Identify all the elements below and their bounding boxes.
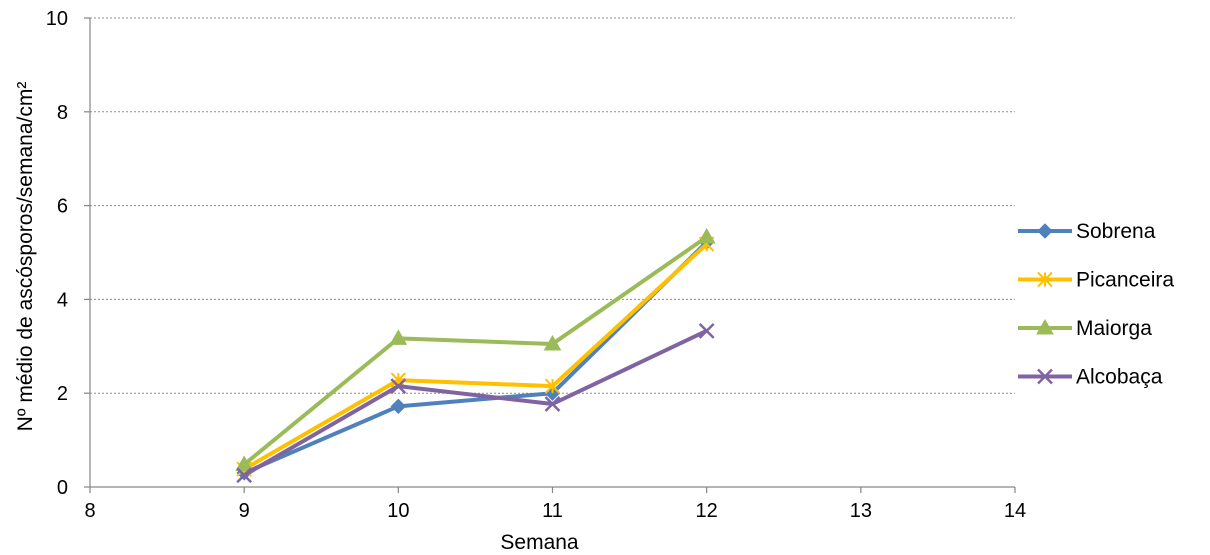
series-line-3 xyxy=(243,329,708,478)
data-point-0-1 xyxy=(390,398,407,415)
legend-label-1: Picanceira xyxy=(1076,269,1174,292)
series-line-1 xyxy=(243,242,709,471)
tick-labels: 0 2 4 6 8 10 8 9 10 11 12 13 14 xyxy=(46,8,1026,522)
x-tick-label-5: 13 xyxy=(850,500,872,522)
legend-marker-2 xyxy=(1036,318,1054,335)
y-tick-label-1: 2 xyxy=(57,383,68,405)
data-point-1-2 xyxy=(544,378,561,394)
series-line-2 xyxy=(242,235,708,467)
x-tick-label-4: 12 xyxy=(696,500,718,522)
y-tick-label-3: 6 xyxy=(57,196,68,218)
y-axis-title: Nº médio de ascósporos/semana/cm² xyxy=(14,82,37,432)
legend-entry-3: Alcobaça xyxy=(1018,366,1163,389)
y-tick-label-0: 0 xyxy=(57,477,68,499)
series-group xyxy=(235,228,716,484)
data-point-3-0 xyxy=(236,467,253,484)
legend-label-2: Maiorga xyxy=(1076,317,1152,340)
axes xyxy=(84,17,1016,493)
data-point-3-2 xyxy=(544,396,561,412)
y-tick-label-2: 4 xyxy=(57,289,68,311)
legend: Sobrena Picanceira Maiorga Alcobaça xyxy=(1018,220,1174,389)
data-point-2-3 xyxy=(697,228,716,244)
legend-label-0: Sobrena xyxy=(1076,220,1156,243)
x-tick-label-1: 9 xyxy=(239,500,250,522)
data-point-2-1 xyxy=(389,329,408,345)
legend-entry-1: Picanceira xyxy=(1018,269,1174,292)
series-line-0 xyxy=(243,240,709,475)
x-tick-label-3: 11 xyxy=(542,500,563,522)
x-axis-title: Semana xyxy=(500,531,579,554)
legend-marker-3 xyxy=(1037,368,1053,385)
legend-label-3: Alcobaça xyxy=(1076,366,1163,389)
y-tick-label-4: 8 xyxy=(57,102,68,124)
y-tick-label-5: 10 xyxy=(46,8,68,30)
legend-marker-1 xyxy=(1037,271,1053,288)
x-tick-label-2: 10 xyxy=(387,500,409,522)
legend-entry-2: Maiorga xyxy=(1018,317,1152,340)
data-point-2-2 xyxy=(543,334,562,351)
x-tick-label-6: 14 xyxy=(1004,500,1026,522)
series-Maiorga xyxy=(235,228,716,471)
data-point-3-3 xyxy=(698,322,715,339)
x-tick-label-0: 8 xyxy=(84,500,95,522)
data-point-3-1 xyxy=(390,378,407,395)
data-point-2-0 xyxy=(235,455,254,471)
series-Alcobaça xyxy=(236,322,715,484)
legend-entry-0: Sobrena xyxy=(1018,220,1156,243)
series-Sobrena xyxy=(236,234,715,481)
legend-marker-0 xyxy=(1037,223,1053,239)
